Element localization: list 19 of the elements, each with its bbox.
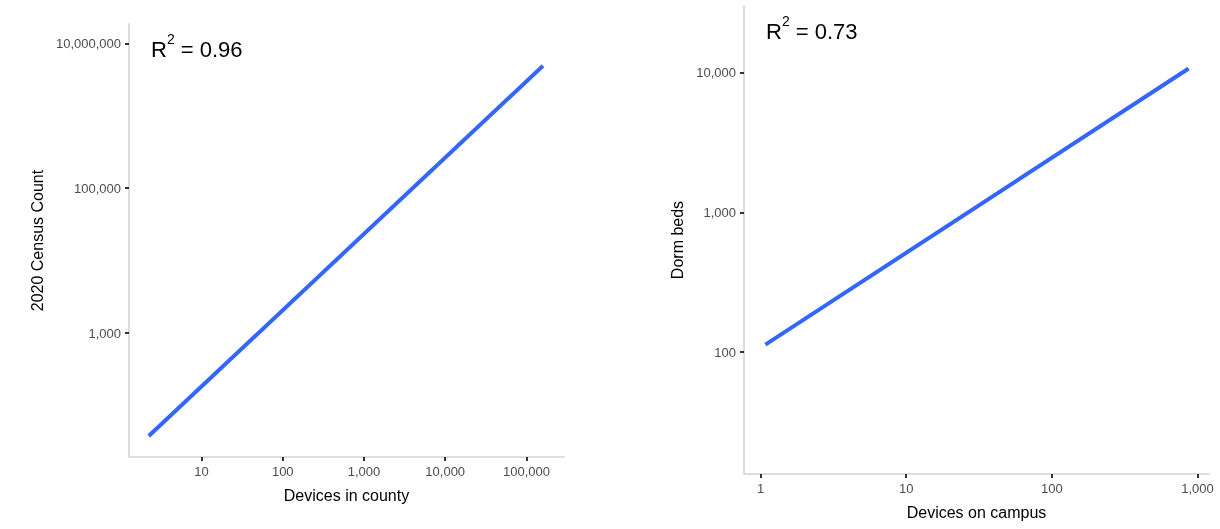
x-tick-label: 100 <box>271 464 294 479</box>
y-tick-label: 1,000 <box>88 325 121 341</box>
y-axis-title: 2020 Census Count <box>28 169 46 312</box>
y-tick-label: 100 <box>714 344 736 360</box>
x-axis-title: Devices on campus <box>906 503 1047 521</box>
x-tick-label: 100 <box>1040 481 1063 496</box>
x-tick-label: 1 <box>756 481 765 496</box>
x-tick-label: 1,000 <box>1181 481 1214 496</box>
x-axis-title: Devices in county <box>283 486 410 504</box>
x-tick-label: 100,000 <box>502 464 550 479</box>
y-tick-label: 10,000 <box>696 65 736 81</box>
y-tick-label: 100,000 <box>74 180 121 196</box>
y-tick-label: 10,000,000 <box>55 35 121 51</box>
x-tick-label: 10 <box>898 481 914 496</box>
y-axis-title: Dorm beds <box>668 200 686 280</box>
x-tick-label: 10 <box>194 464 209 479</box>
y-tick-label: 1,000 <box>703 204 736 220</box>
x-tick-label: 10,000 <box>425 464 466 479</box>
x-tick-label: 1,000 <box>347 464 381 479</box>
